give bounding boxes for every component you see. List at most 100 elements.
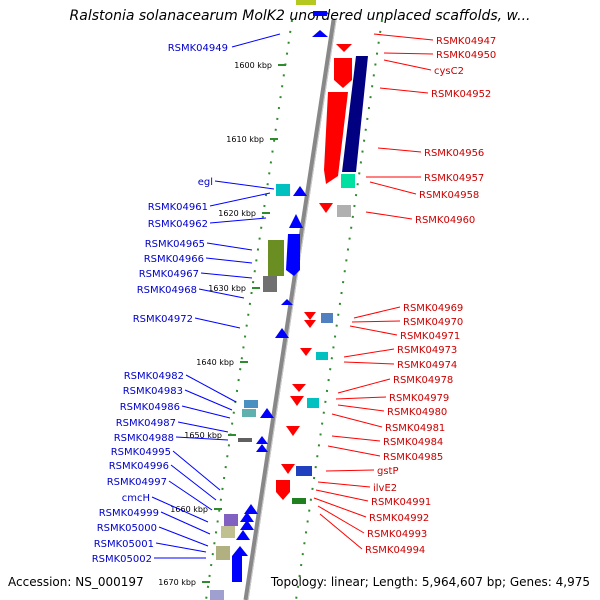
gene-egl[interactable] bbox=[276, 184, 290, 196]
feature-top-fwd bbox=[296, 0, 316, 5]
gene-RSMK04958[interactable] bbox=[341, 174, 355, 188]
gene-RSMK04950[interactable] bbox=[336, 44, 352, 52]
gene-label-RSMK04952[interactable]: RSMK04952 bbox=[431, 89, 491, 100]
gene-label-RSMK04957[interactable]: RSMK04957 bbox=[424, 173, 484, 184]
gene-RSMK04983[interactable] bbox=[242, 409, 256, 417]
gene-RSMK04960[interactable] bbox=[337, 205, 351, 217]
gene-label-RSMK04985[interactable]: RSMK04985 bbox=[383, 452, 443, 463]
gene-label-RSMK04973[interactable]: RSMK04973 bbox=[397, 345, 457, 356]
gene-label-RSMK04991[interactable]: RSMK04991 bbox=[371, 497, 431, 508]
gene-label-RSMK04987[interactable]: RSMK04987 bbox=[116, 418, 176, 429]
gene-label-RSMK04980[interactable]: RSMK04980 bbox=[387, 407, 447, 418]
gene-RSMK04982[interactable] bbox=[244, 400, 258, 408]
gene-label-RSMK04960[interactable]: RSMK04960 bbox=[415, 215, 475, 226]
genome-backbone bbox=[243, 19, 337, 600]
right-gene-labels: RSMK04947 RSMK04950 cysC2 RSMK04952 RSMK0495… bbox=[365, 36, 496, 556]
gene-label-RSMK04956[interactable]: RSMK04956 bbox=[424, 148, 484, 159]
gene-RSMK04952[interactable] bbox=[334, 58, 352, 88]
gene-label-RSMK04969[interactable]: RSMK04969 bbox=[403, 303, 463, 314]
gene-RSMK04961[interactable] bbox=[293, 186, 307, 196]
gene-label-RSMK04997[interactable]: RSMK04997 bbox=[107, 477, 167, 488]
gene-RSMK04999[interactable] bbox=[240, 512, 254, 522]
gene-label-RSMK04978[interactable]: RSMK04978 bbox=[393, 375, 453, 386]
gene-label-RSMK04950[interactable]: RSMK04950 bbox=[436, 50, 496, 61]
kbp-label: 1620 kbp bbox=[218, 209, 256, 218]
gene-label-RSMK04995[interactable]: RSMK04995 bbox=[111, 447, 171, 458]
gene-RSMK04966[interactable] bbox=[286, 234, 300, 276]
gene-label-RSMK04965[interactable]: RSMK04965 bbox=[145, 239, 205, 250]
gene-RSMK04980[interactable] bbox=[307, 398, 319, 408]
gene-label-RSMK04999[interactable]: RSMK04999 bbox=[99, 508, 159, 519]
backbone-highlight bbox=[247, 19, 337, 600]
gene-label-RSMK04970[interactable]: RSMK04970 bbox=[403, 317, 463, 328]
gene-label-RSMK04961[interactable]: RSMK04961 bbox=[148, 202, 208, 213]
gene-RSMK04970[interactable] bbox=[321, 313, 333, 323]
gene-label-RSMK04967[interactable]: RSMK04967 bbox=[139, 269, 199, 280]
gene-label-RSMK04983[interactable]: RSMK04983 bbox=[123, 386, 183, 397]
gene-label-RSMK04958[interactable]: RSMK04958 bbox=[419, 190, 479, 201]
gene-RSMK04987[interactable] bbox=[256, 436, 268, 444]
kbp-label: 1610 kbp bbox=[226, 135, 264, 144]
gene-label-RSMK04979[interactable]: RSMK04979 bbox=[389, 393, 449, 404]
gene-label-RSMK04981[interactable]: RSMK04981 bbox=[385, 423, 445, 434]
gene-label-RSMK04984[interactable]: RSMK04984 bbox=[383, 437, 443, 448]
gene-RSMK04988[interactable] bbox=[238, 438, 252, 442]
gene-RSMK05002-arrow[interactable] bbox=[232, 546, 248, 582]
gene-RSMK04996[interactable] bbox=[244, 504, 258, 514]
gene-label-RSMK05002[interactable]: RSMK05002 bbox=[92, 554, 152, 565]
gene-RSMK04970-arrow[interactable] bbox=[304, 320, 316, 328]
gene-RSMK04981[interactable] bbox=[286, 426, 300, 436]
gene-label-RSMK04962[interactable]: RSMK04962 bbox=[148, 219, 208, 230]
gene-RSMK04979[interactable] bbox=[290, 396, 304, 406]
gene-RSMK04997[interactable] bbox=[224, 514, 238, 526]
gene-label-RSMK04993[interactable]: RSMK04993 bbox=[367, 529, 427, 540]
gene-label-RSMK05000[interactable]: RSMK05000 bbox=[97, 523, 157, 534]
gene-label-RSMK04992[interactable]: RSMK04992 bbox=[369, 513, 429, 524]
gene-label-cmcH[interactable]: cmcH bbox=[122, 493, 150, 504]
gene-RSMK04968[interactable] bbox=[281, 299, 293, 305]
gene-RSMK04956[interactable] bbox=[324, 92, 348, 184]
gene-RSMK04960-arrow[interactable] bbox=[319, 203, 333, 213]
gene-RSMK04969[interactable] bbox=[304, 312, 316, 320]
gene-label-gstP[interactable]: gstP bbox=[377, 466, 399, 477]
gene-bottom[interactable] bbox=[210, 590, 224, 600]
gene-label-RSMK04971[interactable]: RSMK04971 bbox=[400, 331, 460, 342]
gene-RSMK04995[interactable] bbox=[256, 444, 268, 452]
gene-label-RSMK04996[interactable]: RSMK04996 bbox=[109, 461, 169, 472]
left-gene-labels: RSMK04949 egl RSMK04961 RSMK04962 RSMK04965 R… bbox=[92, 43, 228, 565]
gene-label-ilvE2[interactable]: ilvE2 bbox=[373, 483, 397, 494]
gene-RSMK05001[interactable] bbox=[236, 530, 250, 540]
gene-label-RSMK04982[interactable]: RSMK04982 bbox=[124, 371, 184, 382]
gene-label-RSMK04947[interactable]: RSMK04947 bbox=[436, 36, 496, 47]
gene-gstP[interactable] bbox=[296, 466, 312, 476]
gene-cmcH[interactable] bbox=[221, 526, 235, 538]
gene-label-RSMK05001[interactable]: RSMK05001 bbox=[94, 539, 154, 550]
gene-RSMK04974[interactable] bbox=[316, 352, 328, 360]
gene-RSMK05002[interactable] bbox=[216, 546, 230, 560]
gene-label-RSMK04966[interactable]: RSMK04966 bbox=[144, 254, 204, 265]
gene-RSMK04957[interactable] bbox=[342, 56, 368, 172]
gene-RSMK04962[interactable] bbox=[289, 214, 303, 228]
gene-RSMK04985[interactable] bbox=[281, 464, 295, 474]
gene-RSMK04972[interactable] bbox=[275, 328, 289, 338]
left-connectors bbox=[151, 33, 281, 559]
gene-label-RSMK04994[interactable]: RSMK04994 bbox=[365, 545, 425, 556]
gene-label-egl[interactable]: egl bbox=[198, 177, 213, 188]
gene-label-RSMK04986[interactable]: RSMK04986 bbox=[120, 402, 180, 413]
gene-label-RSMK04968[interactable]: RSMK04968 bbox=[137, 285, 197, 296]
gene-label-cysC2[interactable]: cysC2 bbox=[434, 66, 464, 77]
gene-RSMK04992[interactable] bbox=[292, 498, 306, 504]
feature-top-arrow bbox=[312, 30, 328, 37]
gene-label-RSMK04988[interactable]: RSMK04988 bbox=[114, 433, 174, 444]
gene-label-RSMK04949[interactable]: RSMK04949 bbox=[168, 43, 228, 54]
gene-RSMK04965[interactable] bbox=[268, 240, 284, 276]
gene-label-RSMK04972[interactable]: RSMK04972 bbox=[133, 314, 193, 325]
gene-RSMK04967[interactable] bbox=[263, 276, 277, 292]
gene-RSMK04973[interactable] bbox=[300, 348, 312, 356]
gene-ilvE2[interactable] bbox=[276, 480, 290, 500]
gene-RSMK04978[interactable] bbox=[292, 384, 306, 392]
gene-RSMK05000[interactable] bbox=[240, 520, 254, 530]
gene-RSMK04986[interactable] bbox=[260, 408, 274, 418]
gene-label-RSMK04974[interactable]: RSMK04974 bbox=[397, 360, 457, 371]
